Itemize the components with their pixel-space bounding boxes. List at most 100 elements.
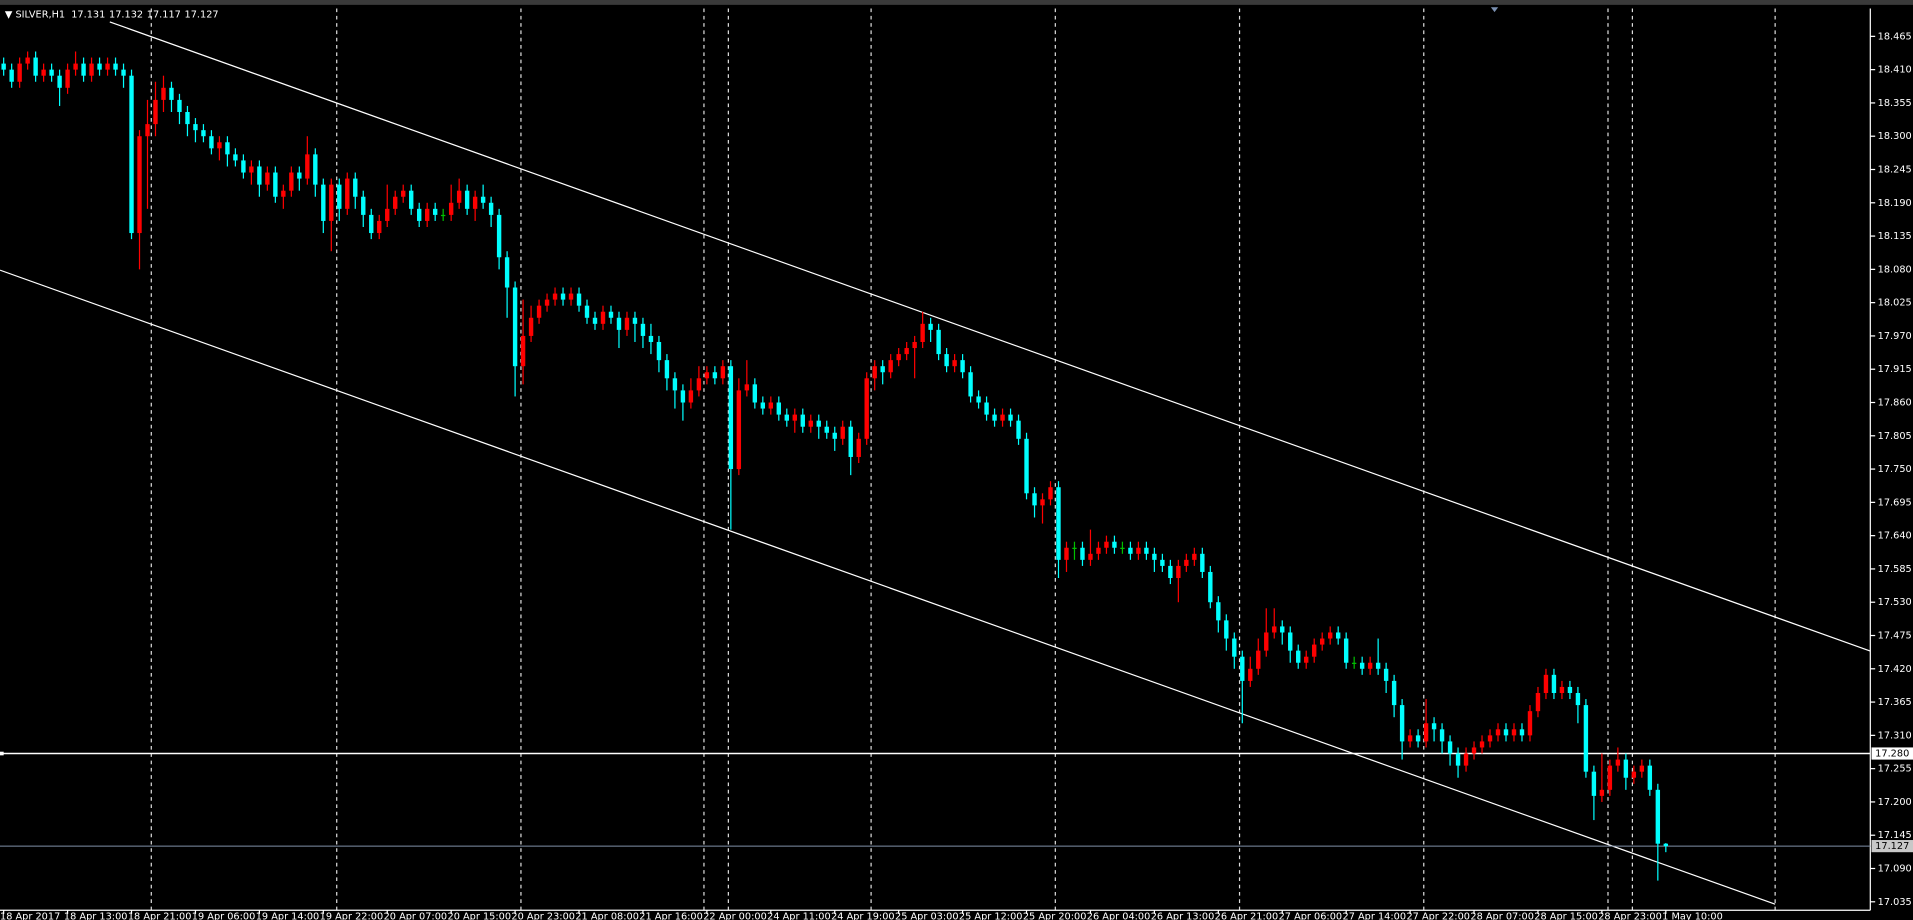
candle-body bbox=[720, 366, 726, 379]
candle-body bbox=[25, 57, 30, 64]
candle-body bbox=[1583, 705, 1589, 772]
candle-body bbox=[944, 354, 949, 367]
y-tick-label: 17.365 bbox=[1878, 697, 1912, 708]
candle-body bbox=[97, 63, 102, 70]
candle-body bbox=[1080, 547, 1085, 560]
candle-body bbox=[496, 214, 502, 258]
candle-body bbox=[1423, 723, 1429, 742]
candle-body bbox=[9, 69, 14, 82]
chart-header: ▼ SILVER,H1 17.131 17.132 17.117 17.127 bbox=[5, 10, 219, 21]
y-tick-label: 17.585 bbox=[1878, 564, 1912, 575]
candle-body bbox=[1535, 692, 1541, 712]
x-tick-label: 25 Apr 03:00 bbox=[895, 911, 959, 920]
candle-body bbox=[1264, 632, 1269, 651]
candle-body bbox=[1375, 662, 1381, 669]
candle-body bbox=[816, 420, 821, 427]
candle-body bbox=[480, 196, 486, 203]
x-tick-label: 21 Apr 16:00 bbox=[639, 911, 703, 920]
candle-body bbox=[1088, 553, 1093, 560]
candle-body bbox=[1471, 747, 1477, 754]
y-tick-label: 18.245 bbox=[1878, 165, 1912, 176]
candle-body bbox=[504, 257, 510, 288]
candle-body bbox=[840, 426, 845, 439]
candle-body bbox=[688, 390, 694, 403]
y-tick-label: 17.530 bbox=[1878, 597, 1912, 608]
candle-body bbox=[1575, 692, 1581, 706]
candle-body bbox=[1224, 620, 1229, 639]
candle-body bbox=[920, 323, 925, 342]
y-tick-label: 17.860 bbox=[1878, 398, 1912, 409]
candle-body bbox=[888, 360, 893, 373]
candle-body bbox=[1312, 644, 1317, 657]
bid-label-box bbox=[1871, 840, 1913, 853]
y-tick-label: 17.805 bbox=[1878, 431, 1912, 442]
candle-body bbox=[976, 396, 981, 403]
candle-body bbox=[1160, 559, 1165, 566]
candle-body bbox=[448, 202, 454, 215]
y-tick-label: 17.255 bbox=[1878, 764, 1912, 775]
candle-body bbox=[1615, 759, 1621, 766]
candle-body bbox=[1240, 656, 1245, 681]
candle-body bbox=[1591, 771, 1597, 796]
candle-body bbox=[560, 293, 566, 300]
candle-body bbox=[1631, 771, 1637, 778]
y-tick-label: 17.695 bbox=[1878, 497, 1912, 508]
candle-body bbox=[536, 305, 542, 318]
candle-body bbox=[728, 366, 734, 470]
candle-body bbox=[768, 402, 774, 409]
candle-body bbox=[65, 69, 70, 88]
candle-body bbox=[113, 63, 118, 70]
candle-body bbox=[1120, 547, 1125, 549]
candle-body bbox=[808, 420, 813, 427]
candle-body bbox=[265, 172, 270, 185]
candle-body bbox=[1567, 686, 1573, 693]
candle-body bbox=[1280, 626, 1285, 633]
candle-body bbox=[632, 317, 638, 324]
candle-body bbox=[193, 124, 198, 131]
candle-body bbox=[776, 402, 781, 415]
y-tick-label: 18.465 bbox=[1878, 31, 1912, 42]
candle-body bbox=[1176, 565, 1181, 579]
candle-body bbox=[1495, 729, 1501, 736]
candle-body bbox=[1064, 547, 1069, 560]
candle-body bbox=[968, 372, 973, 397]
y-tick-label: 17.970 bbox=[1878, 331, 1912, 342]
candle-body bbox=[1, 63, 6, 70]
candle-body bbox=[664, 360, 670, 379]
candle-body bbox=[1639, 765, 1645, 772]
candle-body bbox=[1503, 729, 1509, 736]
candle-body bbox=[1447, 741, 1453, 754]
candle-body bbox=[464, 190, 470, 209]
candle-body bbox=[89, 63, 94, 76]
candle-body bbox=[1663, 843, 1669, 847]
candle-body bbox=[512, 287, 518, 367]
candle-body bbox=[1200, 553, 1205, 572]
candle-body bbox=[361, 196, 366, 215]
candle-body bbox=[1304, 656, 1309, 663]
candle-body bbox=[153, 99, 158, 125]
candle-body bbox=[648, 335, 654, 342]
x-tick-label: 26 Apr 04:00 bbox=[1087, 911, 1151, 920]
level-label: 17.280 bbox=[1875, 749, 1909, 760]
x-tick-label: 27 Apr 22:00 bbox=[1406, 911, 1470, 920]
candle-body bbox=[241, 160, 246, 173]
candle-body bbox=[105, 63, 110, 70]
y-tick-label: 18.025 bbox=[1878, 298, 1912, 309]
candle-body bbox=[1320, 638, 1325, 645]
candle-body bbox=[17, 63, 22, 82]
candle-body bbox=[1104, 541, 1109, 548]
candle-body bbox=[680, 390, 686, 403]
candle-body bbox=[488, 202, 494, 215]
candle-body bbox=[592, 317, 598, 324]
candle-body bbox=[1543, 674, 1549, 693]
candle-body bbox=[57, 75, 62, 88]
candle-body bbox=[401, 190, 406, 197]
candle-body bbox=[1335, 632, 1341, 639]
x-tick-label: 19 Apr 14:00 bbox=[256, 911, 320, 920]
candle-body bbox=[1391, 680, 1397, 706]
y-tick-label: 17.750 bbox=[1878, 464, 1912, 475]
candle-body bbox=[904, 348, 909, 355]
x-tick-label: 27 Apr 06:00 bbox=[1279, 911, 1343, 920]
candle-body bbox=[1343, 638, 1349, 663]
